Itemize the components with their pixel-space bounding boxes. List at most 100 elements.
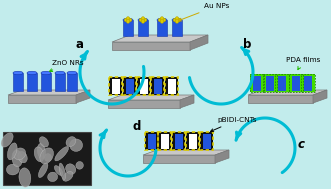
Ellipse shape	[66, 137, 76, 147]
Ellipse shape	[138, 18, 148, 22]
Bar	[301, 74, 315, 92]
Ellipse shape	[48, 172, 58, 182]
Bar	[146, 132, 159, 150]
Circle shape	[126, 17, 130, 20]
Ellipse shape	[12, 150, 22, 167]
Polygon shape	[180, 95, 194, 108]
Text: d: d	[133, 120, 141, 133]
Ellipse shape	[66, 164, 76, 174]
Bar	[123, 77, 136, 95]
Bar	[146, 132, 159, 150]
Circle shape	[141, 17, 145, 20]
Ellipse shape	[67, 71, 77, 75]
Bar	[140, 78, 148, 94]
Bar	[55, 73, 65, 91]
Bar	[201, 132, 213, 150]
Polygon shape	[215, 150, 229, 163]
Bar	[67, 73, 77, 91]
Text: Au NPs: Au NPs	[179, 3, 229, 21]
Bar	[112, 78, 120, 94]
Bar	[186, 132, 200, 150]
Polygon shape	[108, 95, 194, 100]
Ellipse shape	[63, 172, 73, 181]
Ellipse shape	[157, 18, 167, 22]
Bar	[263, 74, 277, 92]
Text: pBIDI-CNTs: pBIDI-CNTs	[211, 117, 257, 132]
Ellipse shape	[59, 163, 66, 180]
Bar	[201, 132, 213, 150]
Polygon shape	[143, 150, 229, 155]
Bar	[159, 132, 171, 150]
Bar	[278, 75, 286, 91]
Circle shape	[175, 17, 179, 20]
Polygon shape	[112, 42, 190, 50]
Bar	[172, 20, 182, 36]
Bar	[137, 77, 151, 95]
Bar	[3, 132, 91, 185]
Bar	[172, 132, 185, 150]
Polygon shape	[143, 155, 215, 163]
Bar	[266, 75, 274, 91]
Circle shape	[126, 20, 130, 23]
Bar	[166, 77, 178, 95]
Bar	[13, 73, 23, 91]
Ellipse shape	[172, 18, 182, 22]
Polygon shape	[190, 35, 208, 50]
Polygon shape	[76, 90, 90, 103]
Ellipse shape	[14, 148, 26, 160]
Bar	[157, 20, 167, 36]
Ellipse shape	[34, 147, 44, 162]
Polygon shape	[8, 95, 76, 103]
Ellipse shape	[13, 71, 23, 75]
Bar	[148, 133, 156, 149]
Text: ZnO NRs: ZnO NRs	[50, 60, 84, 71]
Bar	[137, 77, 151, 95]
Bar	[152, 77, 165, 95]
Circle shape	[173, 18, 177, 22]
Bar	[275, 74, 289, 92]
Bar	[203, 133, 211, 149]
Polygon shape	[108, 100, 180, 108]
Circle shape	[139, 18, 143, 22]
Bar	[126, 78, 134, 94]
Circle shape	[128, 18, 132, 22]
Ellipse shape	[39, 137, 48, 147]
Bar	[289, 74, 303, 92]
Ellipse shape	[19, 168, 31, 187]
Ellipse shape	[18, 151, 27, 163]
Ellipse shape	[54, 166, 63, 176]
Circle shape	[158, 18, 162, 22]
Circle shape	[177, 18, 181, 22]
Bar	[172, 132, 185, 150]
Text: c: c	[298, 138, 305, 151]
Bar	[275, 74, 289, 92]
Circle shape	[175, 20, 179, 23]
Bar	[166, 77, 178, 95]
Ellipse shape	[76, 162, 83, 169]
Bar	[301, 74, 315, 92]
Circle shape	[162, 18, 166, 22]
Bar	[110, 77, 122, 95]
Bar	[123, 20, 133, 36]
Bar	[161, 133, 169, 149]
Bar	[154, 78, 162, 94]
Bar	[168, 78, 176, 94]
Bar	[110, 77, 122, 95]
Ellipse shape	[37, 143, 45, 159]
Ellipse shape	[6, 164, 19, 175]
Ellipse shape	[40, 148, 54, 164]
Circle shape	[160, 17, 164, 20]
Bar	[186, 132, 200, 150]
Bar	[175, 133, 183, 149]
Circle shape	[141, 20, 145, 23]
Text: b: b	[243, 38, 251, 51]
Ellipse shape	[55, 147, 69, 161]
Bar	[250, 74, 264, 92]
Bar	[304, 75, 312, 91]
Ellipse shape	[70, 139, 82, 151]
Ellipse shape	[7, 143, 17, 160]
Bar	[138, 20, 148, 36]
Polygon shape	[313, 90, 327, 103]
Text: a: a	[76, 38, 84, 51]
Bar	[253, 75, 261, 91]
